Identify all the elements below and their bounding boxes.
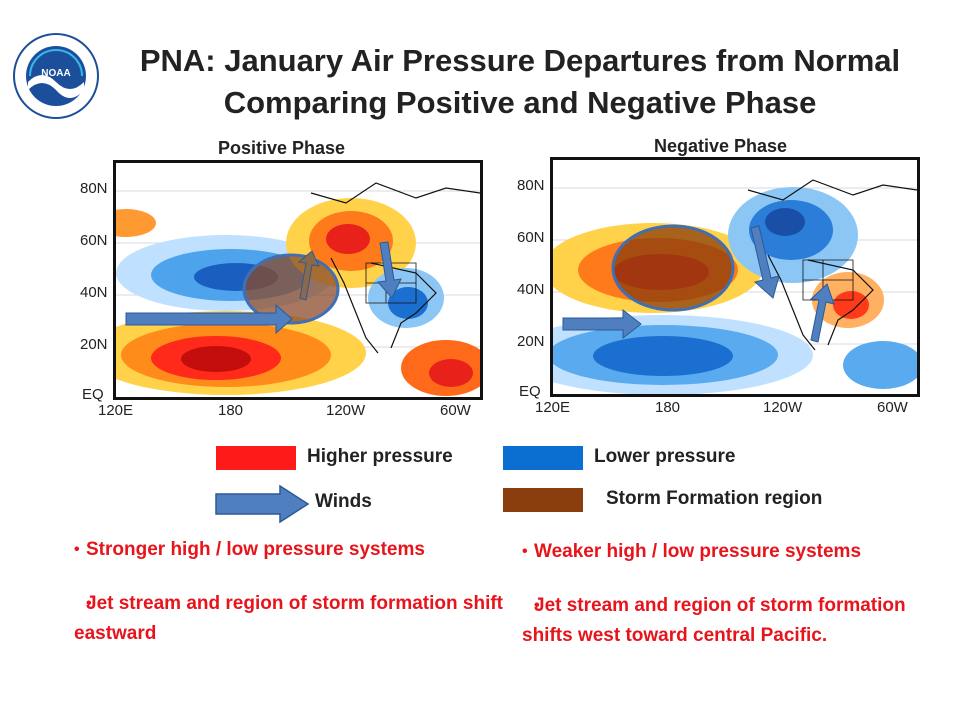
negative-map-graphic xyxy=(513,160,923,395)
wind-arrow xyxy=(297,250,320,301)
positive-phase-map xyxy=(86,160,491,400)
lat-tick: 60N xyxy=(517,229,545,246)
lat-tick: 20N xyxy=(517,333,545,350)
positive-phase-label: Positive Phase xyxy=(218,138,346,158)
lon-tick: 60W xyxy=(440,402,471,419)
wind-arrow xyxy=(377,241,402,299)
logo-text: NOAA xyxy=(41,68,70,79)
negative-phase-label: Negative Phase xyxy=(654,136,788,156)
title-line-2: Comparing Positive and Negative Phase xyxy=(223,85,817,120)
storm-formation-label: Storm Formation region xyxy=(606,488,823,509)
storm-formation-region xyxy=(242,253,340,325)
lon-tick: 180 xyxy=(655,399,681,416)
lat-tick: EQ xyxy=(519,383,541,400)
wind-arrow xyxy=(125,303,293,335)
lon-tick: 180 xyxy=(218,402,244,419)
wind-arrow xyxy=(562,308,642,340)
bullet-item: Stronger high / low pressure systems xyxy=(74,535,514,565)
higher-pressure-swatch xyxy=(216,446,296,470)
lat-tick: 80N xyxy=(517,177,545,194)
page-title: PNA: January Air Pressure Departures fro… xyxy=(110,40,930,124)
wind-arrow xyxy=(809,283,835,343)
lon-tick: 120W xyxy=(326,402,366,419)
lower-pressure-swatch xyxy=(503,446,583,470)
lat-tick: 40N xyxy=(517,281,545,298)
positive-phase-bullets: Stronger high / low pressure systems Jet… xyxy=(74,535,514,649)
lat-tick: 60N xyxy=(80,232,108,249)
lat-tick: 80N xyxy=(80,180,108,197)
bullet-item: Jet stream and region of storm formation… xyxy=(522,591,942,651)
negative-phase-map xyxy=(513,157,923,397)
positive-map-graphic xyxy=(86,163,491,397)
lat-tick: EQ xyxy=(82,386,104,403)
winds-label: Winds xyxy=(315,491,372,512)
lat-tick: 40N xyxy=(80,284,108,301)
lat-tick: 20N xyxy=(80,336,108,353)
lon-tick: 60W xyxy=(877,399,908,416)
storm-formation-region xyxy=(611,224,735,312)
lon-tick: 120W xyxy=(763,399,803,416)
noaa-logo: NOAA xyxy=(12,32,100,120)
bullet-item: Jet stream and region of storm formation… xyxy=(74,589,514,649)
wind-arrow xyxy=(750,225,780,299)
negative-phase-bullets: Weaker high / low pressure systems Jet s… xyxy=(522,537,942,651)
lower-pressure-label: Lower pressure xyxy=(594,446,736,467)
storm-formation-swatch xyxy=(503,488,583,512)
lon-tick: 120E xyxy=(535,399,571,416)
lon-tick: 120E xyxy=(98,402,134,419)
winds-arrow-icon xyxy=(214,484,310,524)
title-line-1: PNA: January Air Pressure Departures fro… xyxy=(139,43,901,78)
higher-pressure-label: Higher pressure xyxy=(307,446,453,467)
bullet-item: Weaker high / low pressure systems xyxy=(522,537,942,567)
